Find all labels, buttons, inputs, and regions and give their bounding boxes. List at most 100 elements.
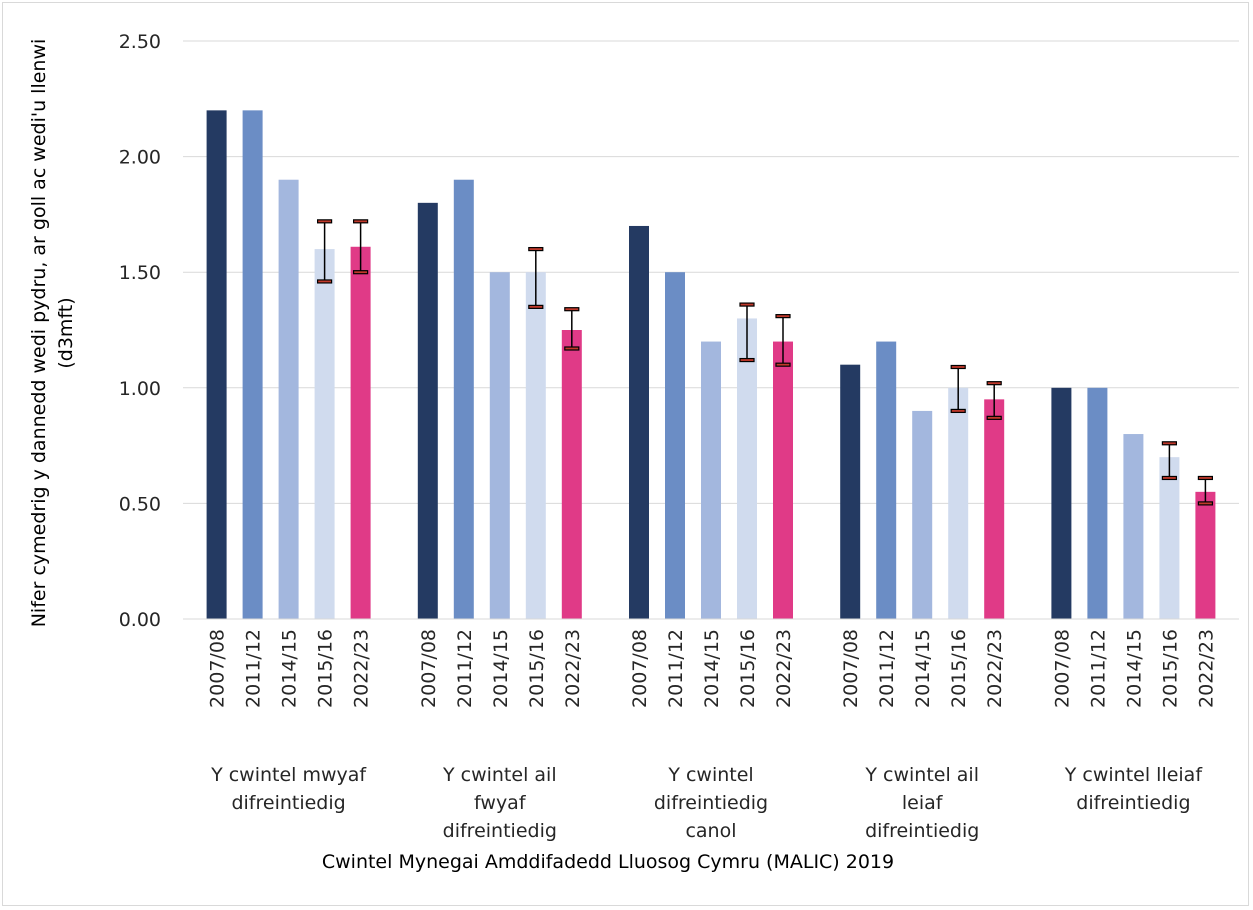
error-bar-cap [775, 362, 791, 367]
error-bar-cap [1161, 441, 1178, 446]
x-tick-label: 2007/08 [207, 629, 229, 708]
bar [1195, 491, 1216, 619]
x-tick-label: 2022/23 [562, 629, 584, 708]
bar-chart: 0.000.501.001.502.002.50 2007/08 2011/12 2… [28, 31, 1239, 873]
bar [948, 387, 969, 619]
category-label: Y cwintel lleiaf difreintiedig [1064, 764, 1204, 814]
error-bar-cap [564, 307, 580, 312]
x-axis-title: Cwintel Mynegai Amddifadedd Lluosog Cymr… [322, 851, 894, 873]
bar [1051, 387, 1072, 619]
bar [278, 179, 299, 619]
bar [206, 110, 227, 620]
bar [912, 410, 933, 619]
error-bar-cap [1197, 501, 1214, 506]
error-bar-cap [986, 381, 1002, 386]
x-tick-label: 2014/15 [912, 629, 934, 708]
error-bar-cap [739, 357, 755, 363]
bar [314, 249, 335, 619]
x-tick-label: 2007/08 [629, 629, 651, 708]
bar [984, 399, 1005, 619]
x-tick-label: 2015/16 [737, 629, 759, 708]
error-bar-cap [317, 279, 333, 284]
bar [701, 341, 721, 619]
x-tick-label: 2011/12 [1087, 629, 1109, 708]
error-bar-cap [986, 415, 1002, 420]
bars [206, 110, 1216, 620]
x-tick-label: 2011/12 [876, 629, 898, 708]
category-label-line: difreintiedig [231, 792, 345, 814]
x-tick-label: 2014/15 [490, 629, 512, 708]
bar [242, 110, 263, 620]
error-bar-cap [564, 346, 580, 351]
x-tick-label: 2007/08 [840, 629, 862, 708]
category-label-line: difreintiedig [865, 820, 979, 842]
y-tick-label: 0.50 [119, 493, 161, 515]
category-label-line: Y cwintel ail [442, 764, 557, 786]
bar [773, 341, 793, 619]
x-tick-label: 2022/23 [351, 629, 373, 708]
x-tick-label: 2022/23 [1195, 629, 1217, 708]
x-tick-label: 2007/08 [418, 629, 440, 708]
error-bar-cap [353, 219, 369, 224]
error-bar-cap [950, 364, 966, 370]
x-tick-label: 2022/23 [984, 629, 1006, 708]
y-tick-label: 0.00 [119, 609, 161, 631]
category-label-line: fwyaf [474, 792, 527, 814]
error-bar-cap [775, 314, 791, 319]
bar [561, 330, 582, 619]
category-label-line: leiaf [902, 792, 944, 814]
bar [1087, 387, 1108, 619]
bar [840, 364, 861, 619]
error-bar-cap [1161, 475, 1178, 481]
x-tick-label: 2011/12 [454, 629, 476, 708]
bar [737, 318, 757, 619]
bar [1123, 434, 1144, 619]
bar [350, 246, 371, 619]
bar [629, 225, 649, 619]
category-label-line: Y cwintel [667, 764, 753, 786]
error-bar-cap [353, 270, 369, 275]
x-axis-year-labels: 2007/08 2011/12 2014/15 2015/16 2022/23 2007/… [207, 629, 1218, 708]
error-bar-cap [528, 304, 544, 309]
bar [417, 202, 438, 619]
y-axis-ticks: 0.00 0.50 1.00 1.50 2.00 2.50 [119, 31, 161, 631]
error-bar-cap [739, 302, 755, 307]
category-label: Y cwintel difreintiedig canol [654, 764, 768, 842]
error-bar-cap [950, 408, 966, 414]
x-tick-label: 2014/15 [279, 629, 301, 708]
x-tick-label: 2015/16 [315, 629, 337, 708]
bar [1159, 457, 1180, 619]
bar [876, 341, 897, 619]
category-label: Y cwintel ail fwyaf difreintiedig [442, 764, 557, 842]
category-label-line: Y cwintel ail [864, 764, 979, 786]
category-label-line: Y cwintel lleiaf [1064, 764, 1204, 786]
y-tick-label: 1.50 [119, 262, 161, 284]
y-axis-title-line: Nifer cymedrig y dannedd wedi pydru, ar … [28, 39, 50, 628]
bar [453, 179, 474, 619]
bar [525, 272, 546, 619]
y-tick-label: 2.00 [119, 147, 161, 169]
bar [489, 272, 510, 619]
x-tick-label: 2011/12 [665, 629, 687, 708]
category-label-line: canol [685, 820, 736, 842]
x-tick-label: 2014/15 [701, 629, 723, 708]
category-label: Y cwintel ail leiaf difreintiedig [864, 764, 979, 842]
bar [665, 272, 685, 619]
category-label: Y cwintel mwyaf difreintiedig [210, 764, 367, 814]
category-label-line: difreintiedig [654, 792, 768, 814]
x-tick-label: 2015/16 [526, 629, 548, 708]
error-bars [317, 219, 1214, 506]
x-tick-label: 2015/16 [1159, 629, 1181, 708]
x-tick-label: 2022/23 [773, 629, 795, 708]
y-tick-label: 1.00 [119, 378, 161, 400]
error-bar-cap [528, 246, 544, 252]
x-tick-label: 2011/12 [243, 629, 265, 708]
x-tick-label: 2015/16 [948, 629, 970, 708]
error-bar-cap [1197, 475, 1214, 481]
category-label-line: difreintiedig [443, 820, 557, 842]
category-label-line: Y cwintel mwyaf [210, 764, 367, 786]
x-tick-label: 2007/08 [1051, 629, 1073, 708]
y-axis-title-line: (d3mft) [55, 297, 77, 368]
